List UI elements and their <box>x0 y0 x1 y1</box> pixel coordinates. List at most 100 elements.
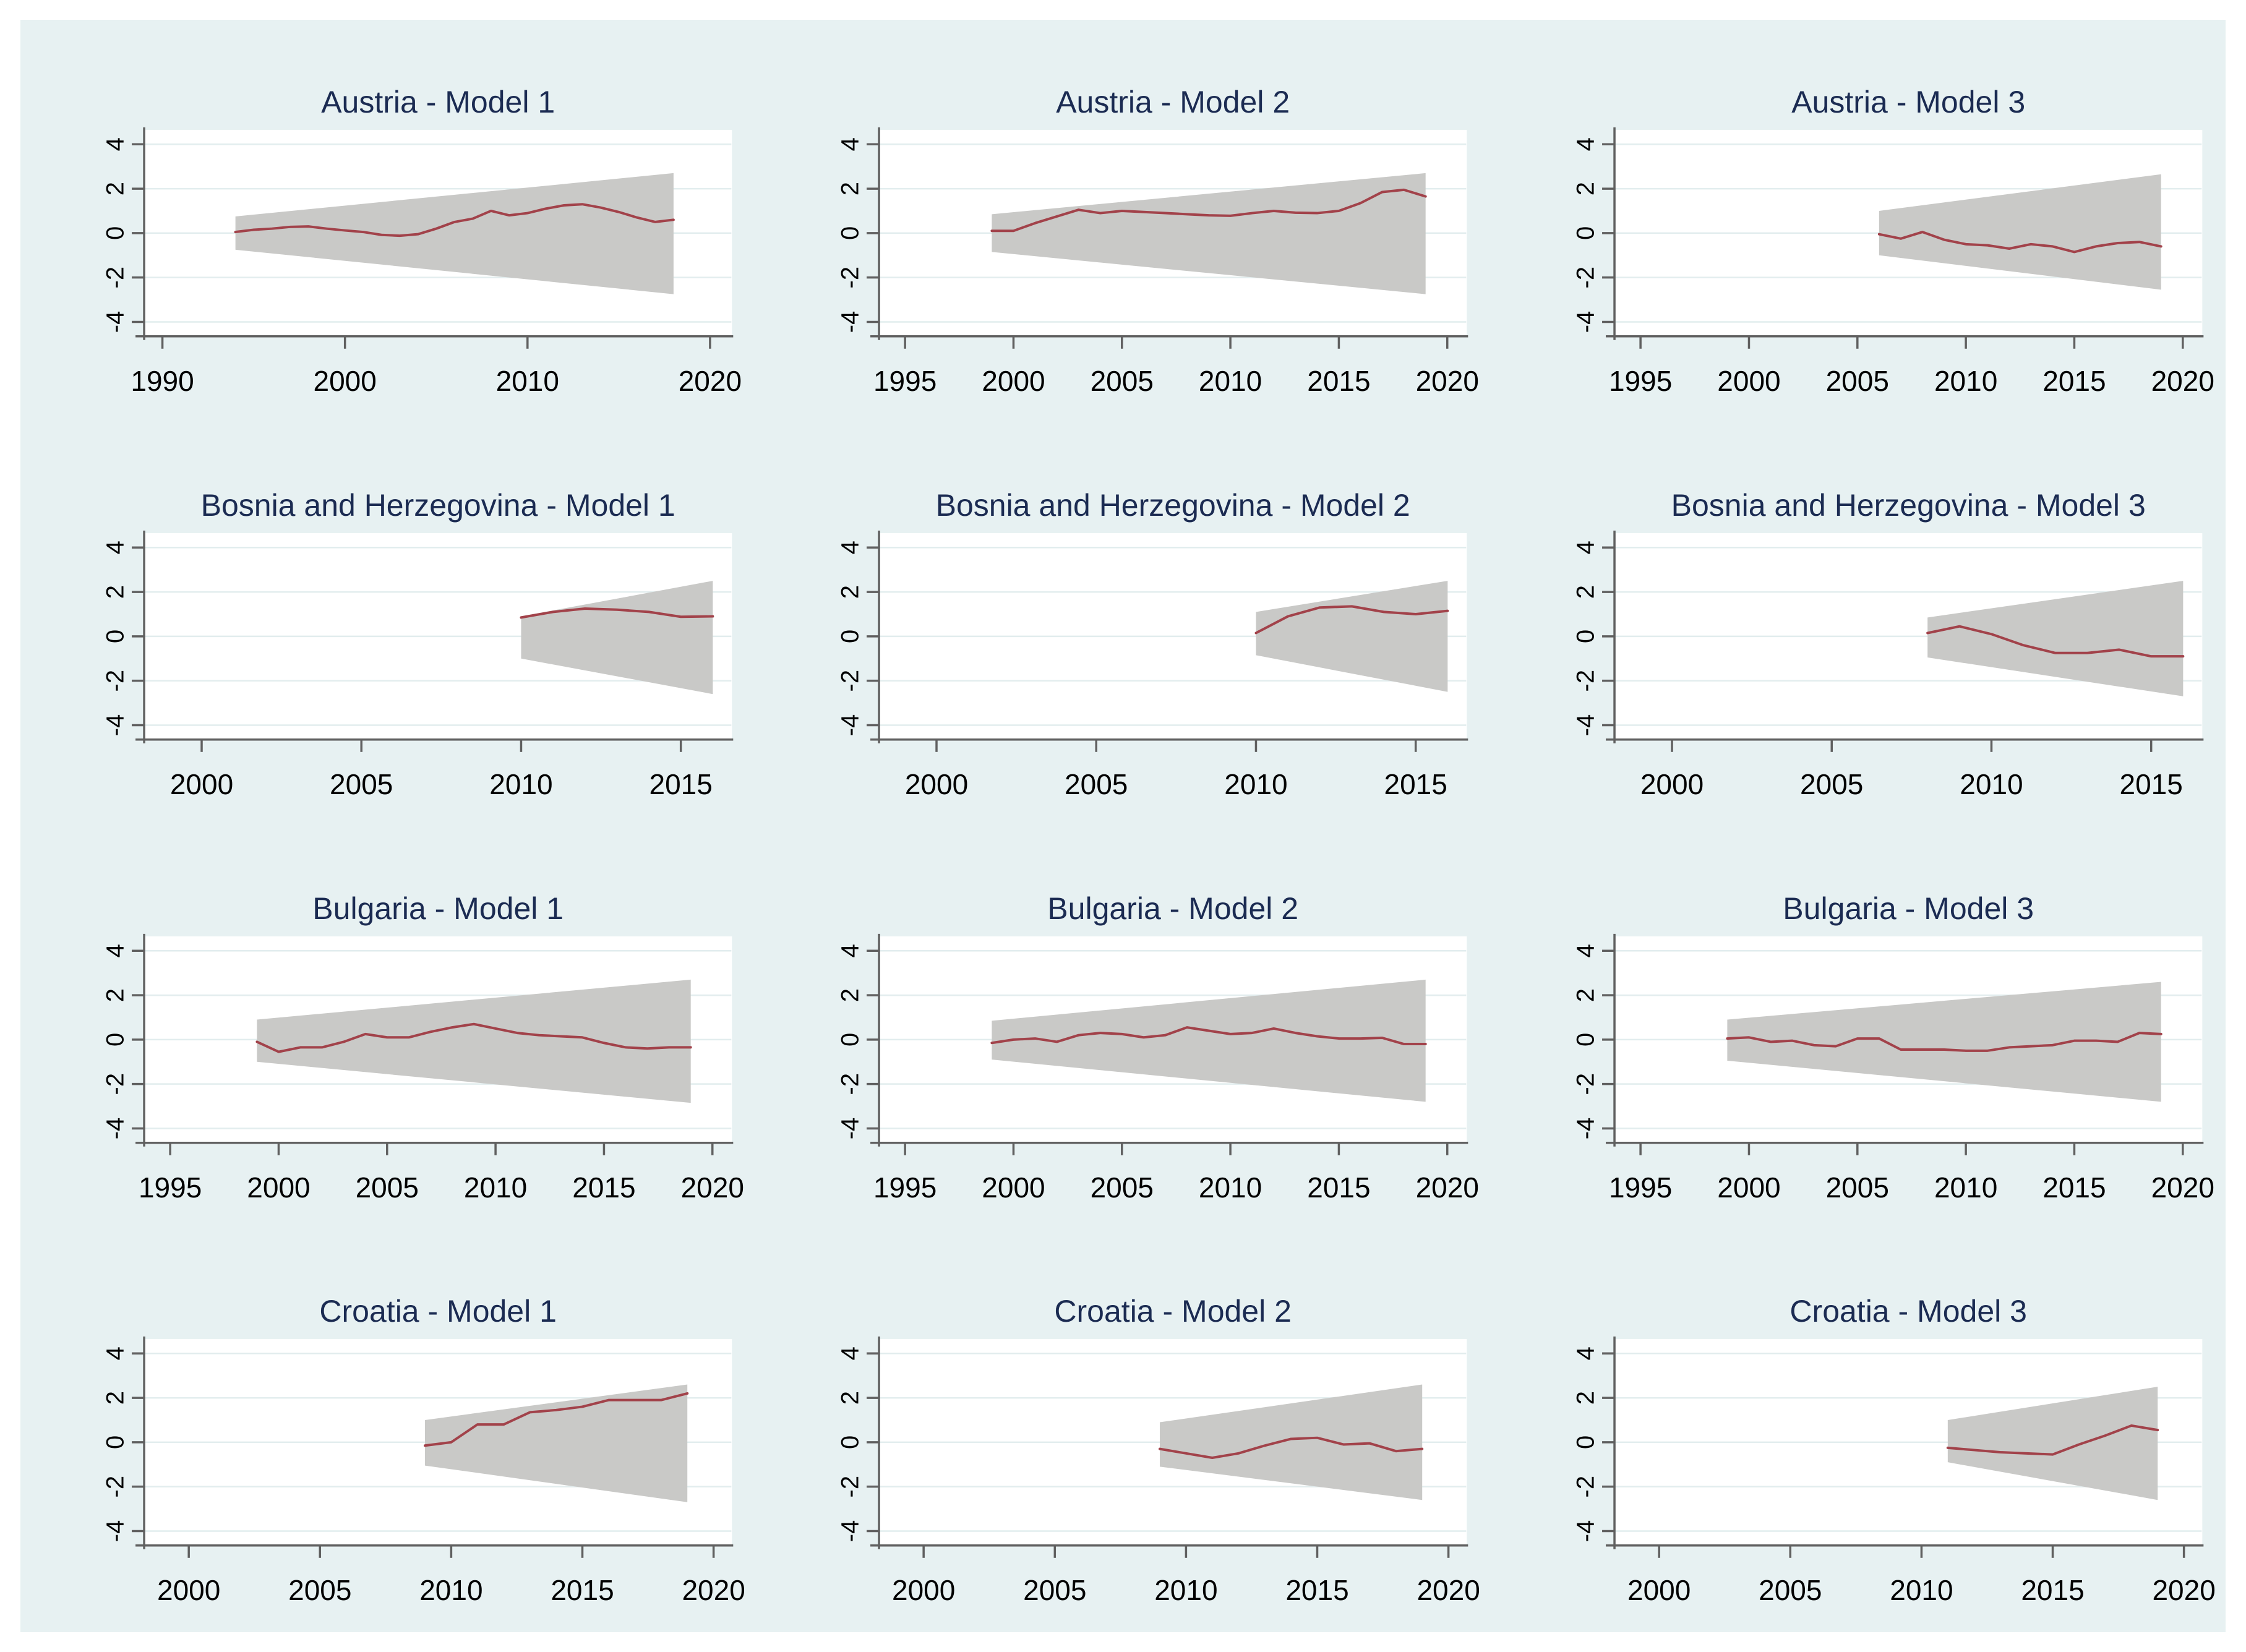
y-tick-label: 4 <box>102 137 129 151</box>
x-tick-label: 1995 <box>873 1171 937 1203</box>
x-tick-label: 1995 <box>873 365 937 397</box>
trend-line <box>1159 1436 1424 1460</box>
y-tick-label: 2 <box>1572 1391 1599 1405</box>
subplot-bulgaria-model-2: -4 -2 0 2 4 1995 2000 2005 2010 2015 2020 Bulgaria … <box>837 891 1479 1203</box>
y-tick-label: 0 <box>837 1032 864 1046</box>
y-tick-label: 2 <box>102 988 129 1001</box>
x-tick-label: 2020 <box>2152 1574 2215 1606</box>
x-tick-label: 2000 <box>982 1171 1045 1203</box>
subplot-title: Austria - Model 3 <box>1791 85 2025 119</box>
x-tick-label: 2020 <box>681 1171 744 1203</box>
x-tick-label: 2010 <box>1890 1574 1953 1606</box>
y-tick-label: -2 <box>1572 1072 1599 1095</box>
y-tick-label: -2 <box>102 1072 129 1095</box>
x-tick-label: 2005 <box>1065 768 1128 800</box>
x-tick-label: 2015 <box>1286 1574 1349 1606</box>
y-tick-label: 2 <box>837 1391 864 1405</box>
y-tick-label: -2 <box>1572 670 1599 692</box>
confidence-band <box>1256 580 1448 692</box>
x-tick-label: 2015 <box>1308 1171 1371 1203</box>
y-tick-label: -4 <box>837 1117 864 1139</box>
confidence-band <box>1927 580 2184 696</box>
x-tick-label: 2010 <box>1934 365 1997 397</box>
y-tick-label: -4 <box>1572 311 1599 333</box>
x-tick-label: 2000 <box>982 365 1045 397</box>
x-tick-label: 2010 <box>1225 768 1288 800</box>
subplot-title: Bosnia and Herzegovina - Model 3 <box>1671 488 2145 523</box>
x-tick-label: 2005 <box>330 768 393 800</box>
x-tick-label: 2000 <box>1717 1171 1780 1203</box>
y-tick-label: -2 <box>837 1072 864 1095</box>
x-tick-label: 2005 <box>1023 1574 1086 1606</box>
y-tick-label: 0 <box>1572 226 1599 240</box>
subplot-title: Croatia - Model 1 <box>319 1294 557 1329</box>
x-tick-label: 2005 <box>1800 768 1863 800</box>
x-tick-label: 2010 <box>1934 1171 1997 1203</box>
subplot-croatia-model-2: -4 -2 0 2 4 2000 2005 2010 2015 2020 Croatia - Mod… <box>837 1294 1480 1606</box>
x-tick-label: 2015 <box>572 1171 635 1203</box>
x-tick-label: 2010 <box>464 1171 527 1203</box>
x-tick-label: 2000 <box>1640 768 1704 800</box>
y-tick-label: -2 <box>102 267 129 289</box>
y-tick-label: 4 <box>837 1346 864 1360</box>
x-tick-label: 2020 <box>2151 365 2214 397</box>
confidence-band <box>1947 1387 2158 1500</box>
subplot-austria-model-2: -4 -2 0 2 4 1995 2000 2005 2010 2015 2020 Austria -… <box>837 85 1479 397</box>
y-tick-label: -4 <box>1572 1117 1599 1139</box>
x-tick-label: 2015 <box>1308 365 1371 397</box>
y-tick-label: -2 <box>837 670 864 692</box>
y-tick-label: -2 <box>1572 1476 1599 1498</box>
x-tick-label: 2005 <box>288 1574 351 1606</box>
x-tick-label: 2010 <box>1960 768 2023 800</box>
y-tick-label: -4 <box>102 311 129 333</box>
confidence-band <box>1879 174 2161 290</box>
subplot-title: Croatia - Model 3 <box>1790 1294 2027 1329</box>
x-tick-label: 2020 <box>1416 1171 1479 1203</box>
y-tick-label: 2 <box>837 182 864 195</box>
trend-line <box>520 607 714 619</box>
y-tick-label: 0 <box>102 629 129 643</box>
x-tick-label: 2015 <box>2119 768 2182 800</box>
x-tick-label: 2000 <box>170 768 233 800</box>
subplot-title: Bosnia and Herzegovina - Model 1 <box>201 488 675 523</box>
confidence-band <box>257 979 691 1103</box>
x-tick-label: 2005 <box>356 1171 419 1203</box>
subplot-bosnia-and-herzegovina-model-2: -4 -2 0 2 4 2000 2005 2010 2015 Bosnia and Herzeg… <box>837 488 1468 800</box>
x-tick-label: 2015 <box>2042 1171 2106 1203</box>
trend-line <box>1946 1424 2159 1456</box>
subplot-bulgaria-model-1: -4 -2 0 2 4 1995 2000 2005 2010 2015 2020 Bulgaria … <box>102 891 744 1203</box>
x-tick-label: 2005 <box>1091 365 1154 397</box>
y-tick-label: 4 <box>837 541 864 554</box>
trend-line <box>423 1392 689 1447</box>
trend-line <box>990 188 1428 233</box>
y-tick-label: 4 <box>102 1346 129 1360</box>
y-tick-label: 0 <box>1572 1436 1599 1449</box>
subplot-bosnia-and-herzegovina-model-1: -4 -2 0 2 4 2000 2005 2010 2015 Bosnia and Herzeg… <box>102 488 734 800</box>
x-tick-label: 2015 <box>2021 1574 2084 1606</box>
x-tick-label: 2000 <box>892 1574 955 1606</box>
x-tick-label: 2000 <box>157 1574 220 1606</box>
confidence-band <box>1727 982 2161 1102</box>
trend-line <box>1926 625 2185 657</box>
x-tick-label: 2020 <box>1416 365 1479 397</box>
y-tick-label: 2 <box>1572 988 1599 1001</box>
y-tick-label: -4 <box>102 1117 129 1139</box>
subplot-title: Bulgaria - Model 1 <box>312 891 564 925</box>
y-tick-label: -2 <box>102 1476 129 1498</box>
x-tick-label: 2015 <box>2042 365 2106 397</box>
y-tick-label: 2 <box>102 182 129 195</box>
x-tick-label: 2005 <box>1091 1171 1154 1203</box>
y-tick-label: 0 <box>837 226 864 240</box>
trend-line <box>990 1025 1428 1045</box>
x-tick-label: 2020 <box>679 365 742 397</box>
x-tick-label: 2005 <box>1759 1574 1822 1606</box>
x-tick-label: 2000 <box>314 365 377 397</box>
x-tick-label: 2005 <box>1825 365 1888 397</box>
confidence-band <box>992 979 1426 1102</box>
y-tick-label: 4 <box>1572 541 1599 554</box>
x-tick-label: 2015 <box>1384 768 1447 800</box>
x-tick-label: 1995 <box>1609 1171 1672 1203</box>
subplot-title: Bulgaria - Model 2 <box>1048 891 1299 925</box>
y-tick-label: 4 <box>102 944 129 957</box>
